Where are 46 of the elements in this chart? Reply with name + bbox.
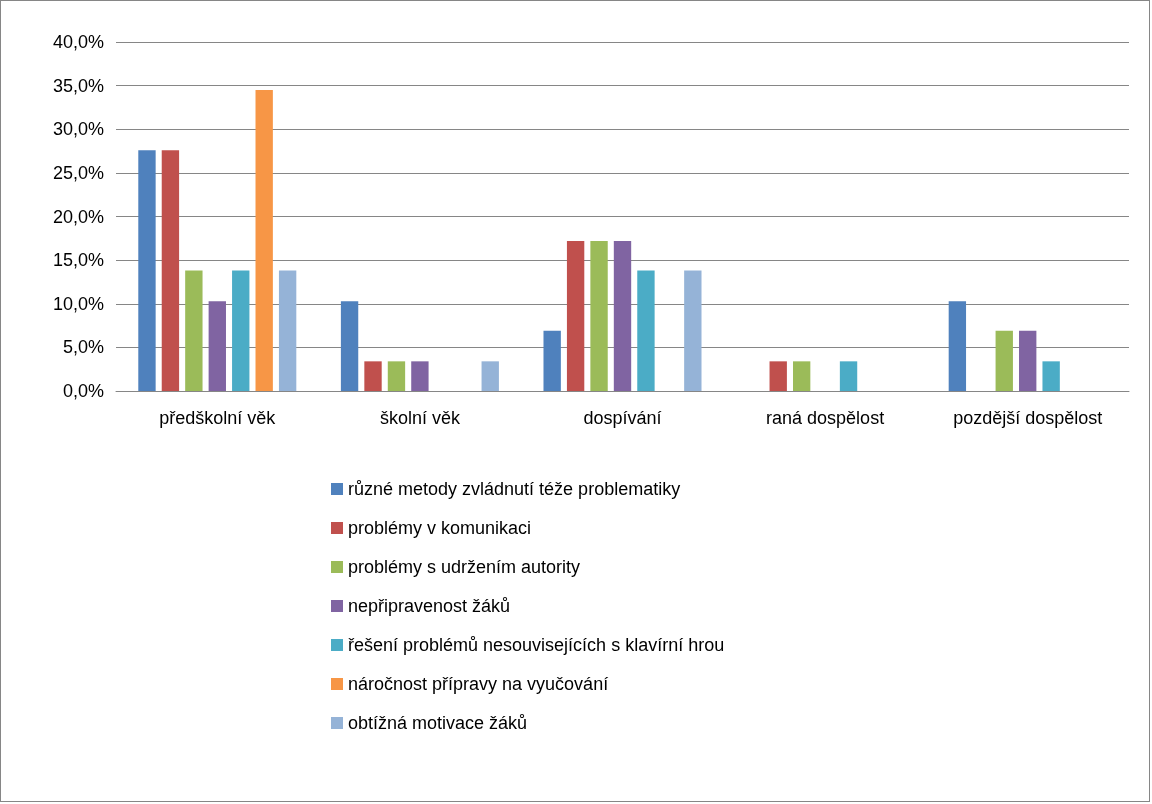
bar (839, 361, 858, 391)
bar (232, 270, 250, 391)
y-tick-label: 25,0% (52, 162, 104, 183)
bar (278, 270, 297, 391)
legend-label: problémy v komunikaci (348, 518, 532, 538)
bar (1042, 361, 1060, 391)
y-tick-label: 30,0% (52, 119, 104, 140)
bar (481, 361, 499, 391)
bar (684, 270, 702, 391)
bar (769, 361, 787, 391)
y-tick-label: 10,0% (52, 293, 104, 314)
bar (208, 301, 226, 391)
bar (161, 150, 180, 391)
bar (185, 270, 203, 391)
y-tick-label: 15,0% (52, 250, 104, 271)
x-tick-label: pozdější dospělost (953, 408, 1103, 428)
x-tick-label: raná dospělost (766, 408, 885, 428)
bar (340, 301, 359, 391)
y-tick-label: 20,0% (52, 206, 104, 227)
bar (543, 330, 561, 391)
legend-label: řešení problémů nesouvisejících s klavírní hrou (348, 635, 725, 655)
bar (1019, 330, 1037, 391)
x-tick-label: školní věk (379, 408, 461, 428)
bar (138, 150, 156, 391)
legend-label: obtížná motivace žáků (348, 713, 528, 733)
bar (387, 361, 406, 391)
legend-label: náročnost přípravy na vyučování (348, 674, 609, 694)
bar (792, 361, 811, 391)
y-tick-label: 0,0% (62, 381, 104, 401)
bar (590, 240, 608, 391)
legend-label: různé metody zvládnutí téže problematiky (348, 479, 681, 499)
bar (364, 361, 382, 391)
bar (255, 89, 273, 391)
y-tick-label: 40,0% (52, 32, 104, 52)
bar (566, 240, 585, 391)
bar (613, 240, 632, 391)
bar (411, 361, 429, 391)
y-tick-label: 5,0% (62, 337, 104, 358)
legend-label: problémy s udržením autority (348, 557, 581, 577)
bar (995, 330, 1013, 391)
x-tick-label: předškolní věk (159, 408, 277, 428)
x-tick-label: dospívání (583, 408, 662, 428)
bar (948, 301, 967, 391)
legend-label: nepřipravenost žáků (348, 596, 511, 616)
bar (637, 270, 655, 391)
y-tick-label: 35,0% (52, 75, 104, 96)
